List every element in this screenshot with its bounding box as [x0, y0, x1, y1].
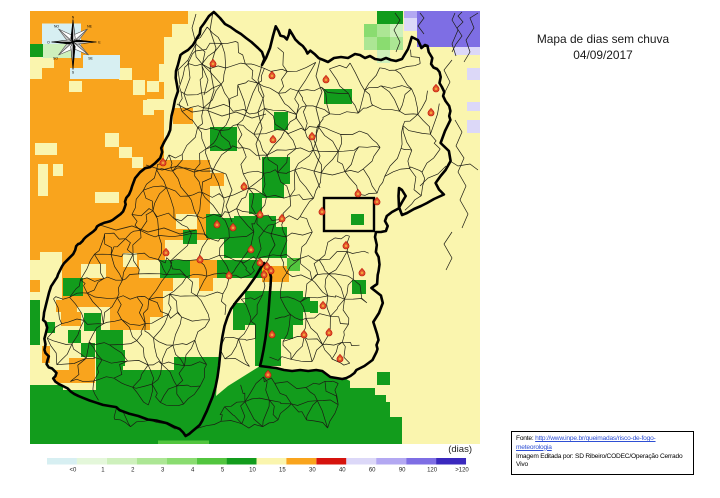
- svg-text:S: S: [72, 71, 75, 75]
- svg-text:120: 120: [427, 468, 438, 474]
- svg-text:15: 15: [279, 468, 286, 474]
- svg-text:NO: NO: [54, 25, 59, 29]
- svg-text:SE: SE: [88, 57, 93, 61]
- svg-text:SO: SO: [53, 57, 58, 61]
- svg-text:<0: <0: [69, 468, 77, 474]
- svg-text:40: 40: [339, 468, 346, 474]
- svg-text:90: 90: [399, 468, 406, 474]
- svg-text:E: E: [98, 41, 101, 45]
- svg-text:N: N: [72, 16, 75, 20]
- svg-text:2: 2: [131, 468, 135, 474]
- svg-text:>120: >120: [455, 468, 469, 474]
- svg-text:60: 60: [369, 468, 376, 474]
- svg-text:(dias): (dias): [448, 444, 472, 455]
- svg-text:O: O: [47, 41, 50, 45]
- svg-text:30: 30: [309, 468, 316, 474]
- svg-text:NE: NE: [87, 25, 92, 29]
- svg-text:4: 4: [191, 468, 195, 474]
- svg-text:5: 5: [221, 468, 225, 474]
- svg-text:1: 1: [101, 468, 105, 474]
- svg-text:3: 3: [161, 468, 165, 474]
- svg-text:10: 10: [249, 468, 256, 474]
